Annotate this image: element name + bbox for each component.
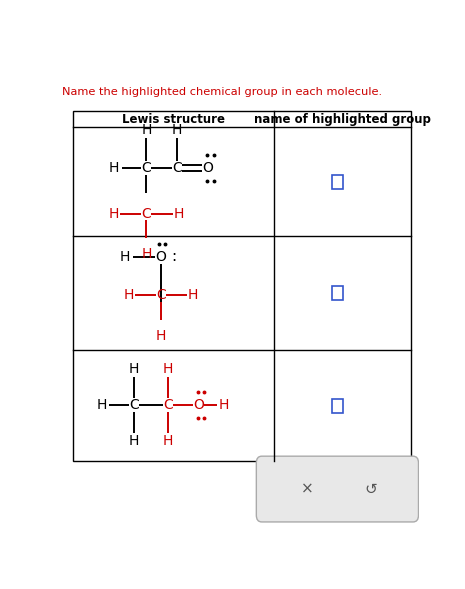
Text: ×: ×: [301, 482, 313, 497]
Text: H: H: [163, 435, 173, 448]
Text: H: H: [129, 362, 139, 376]
Text: :: :: [171, 249, 176, 264]
Text: C: C: [141, 161, 151, 175]
Text: H: H: [129, 435, 139, 448]
Text: O: O: [155, 250, 166, 264]
Text: H: H: [173, 207, 184, 220]
Text: ↺: ↺: [365, 482, 377, 497]
Text: C: C: [156, 288, 166, 302]
Text: H: H: [120, 250, 130, 264]
Text: H: H: [172, 123, 182, 137]
Text: H: H: [188, 288, 199, 302]
Text: H: H: [123, 288, 133, 302]
Text: C: C: [129, 398, 139, 412]
Text: H: H: [163, 362, 173, 376]
Bar: [332, 286, 343, 300]
Text: O: O: [193, 398, 204, 412]
Text: H: H: [141, 123, 152, 137]
Text: H: H: [156, 329, 166, 343]
Bar: [332, 399, 343, 413]
FancyBboxPatch shape: [256, 456, 418, 522]
Text: name of highlighted group: name of highlighted group: [254, 113, 431, 126]
Text: C: C: [163, 398, 173, 412]
Text: Lewis structure: Lewis structure: [122, 113, 225, 126]
Text: H: H: [109, 207, 119, 220]
Text: Name the highlighted chemical group in each molecule.: Name the highlighted chemical group in e…: [62, 87, 382, 97]
Text: O: O: [202, 161, 213, 175]
Text: H: H: [109, 161, 119, 175]
Text: H: H: [96, 398, 106, 412]
Text: C: C: [172, 161, 182, 175]
Text: C: C: [141, 207, 151, 220]
Text: H: H: [141, 247, 152, 262]
Text: H: H: [219, 398, 229, 412]
Bar: [332, 175, 343, 188]
Bar: [73, 111, 411, 461]
